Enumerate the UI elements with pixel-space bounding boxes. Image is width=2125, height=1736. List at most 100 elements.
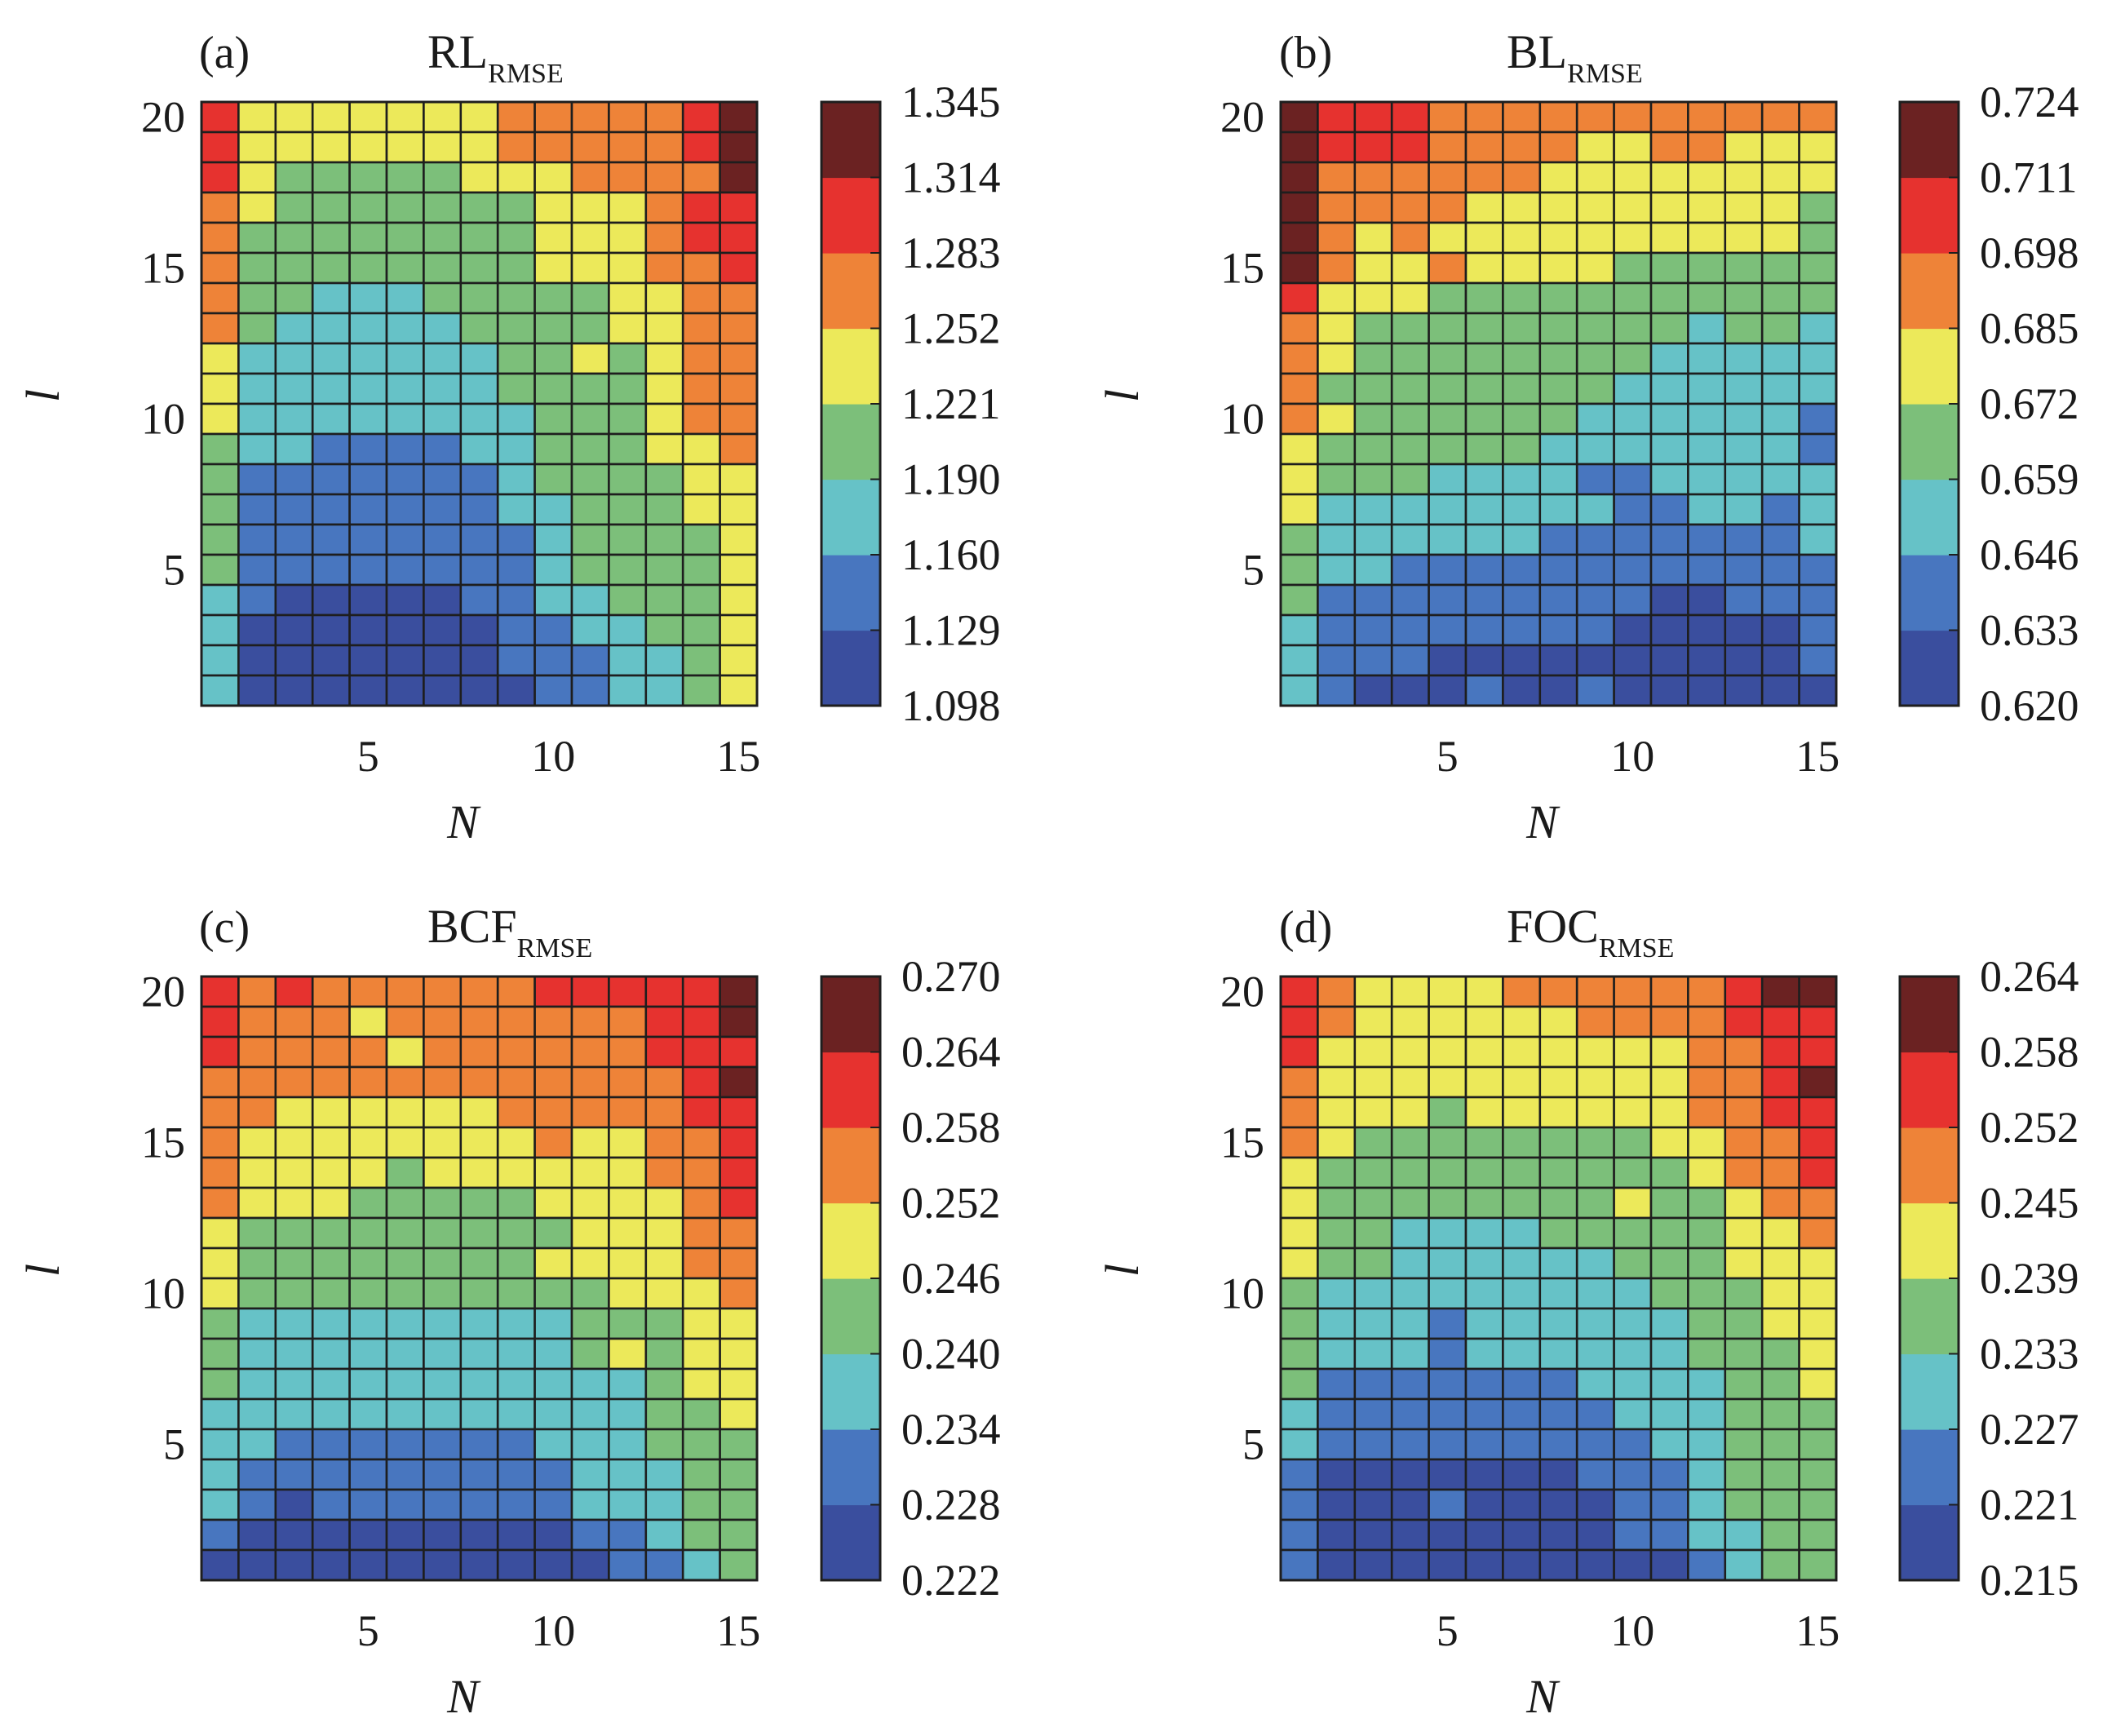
heatmap-cell — [644, 312, 684, 345]
heatmap-cell — [274, 281, 314, 315]
heatmap-cell — [1724, 674, 1764, 707]
heatmap-cell — [1760, 644, 1800, 677]
heatmap-cell — [1390, 100, 1430, 134]
heatmap-cell — [608, 402, 648, 436]
heatmap-cell — [644, 251, 684, 285]
heatmap-cell — [496, 131, 536, 164]
heatmap-cell — [681, 1337, 721, 1371]
heatmap-cell — [1279, 1518, 1319, 1552]
heatmap-cell — [681, 1428, 721, 1461]
colorbar-segment — [1900, 102, 1959, 179]
colorbar-tick-label: 0.227 — [1980, 1405, 2079, 1454]
heatmap-cell — [570, 312, 610, 345]
heatmap-cell — [608, 644, 648, 677]
heatmap-cell — [1760, 1065, 1800, 1099]
heatmap-cell — [459, 1397, 499, 1431]
heatmap-cell — [311, 1005, 351, 1038]
heatmap-cell — [311, 1518, 351, 1552]
y-tick-label: 5 — [163, 1420, 185, 1469]
heatmap-cell — [385, 161, 425, 194]
heatmap-cell — [570, 221, 610, 255]
heatmap-cell — [348, 1035, 388, 1069]
heatmap-cell — [1724, 644, 1764, 677]
heatmap-cell — [1575, 342, 1615, 375]
heatmap-cell — [1760, 1518, 1800, 1552]
heatmap-cell — [1538, 1156, 1578, 1189]
title-text: BCF — [427, 900, 517, 953]
heatmap-cell — [1724, 1458, 1764, 1491]
heatmap-cell — [1428, 432, 1468, 466]
heatmap-cell — [1538, 342, 1578, 375]
heatmap-cell — [1724, 463, 1764, 496]
heatmap-cell — [1502, 1216, 1542, 1250]
heatmap-cell — [459, 1005, 499, 1038]
heatmap-cell — [274, 342, 314, 375]
heatmap-cell — [719, 1307, 759, 1340]
heatmap-cell — [1613, 1518, 1653, 1552]
heatmap-cell — [1538, 432, 1578, 466]
heatmap-cell — [644, 493, 684, 526]
heatmap-cell — [274, 644, 314, 677]
heatmap-cell — [681, 131, 721, 164]
heatmap-cell — [1649, 372, 1689, 405]
heatmap-cell — [1428, 553, 1468, 587]
heatmap-cell — [1502, 613, 1542, 647]
heatmap-cell — [1428, 1397, 1468, 1431]
heatmap-cell — [348, 1065, 388, 1099]
colorbar-segment — [1900, 479, 1959, 556]
heatmap-cell — [1538, 1518, 1578, 1552]
heatmap-cell — [237, 1277, 277, 1310]
heatmap-cell — [1317, 975, 1357, 1008]
heatmap-cell — [570, 1126, 610, 1159]
heatmap-cell — [1317, 1548, 1357, 1582]
heatmap-cell — [1724, 1428, 1764, 1461]
heatmap-cell — [1279, 161, 1319, 194]
heatmap-cell — [311, 1337, 351, 1371]
heatmap-cell — [1464, 312, 1504, 345]
x-tick-label: 10 — [531, 1606, 575, 1655]
heatmap-cell — [1353, 251, 1393, 285]
heatmap-cell — [1428, 463, 1468, 496]
colorbar-segment — [821, 1052, 880, 1128]
colorbar-segment — [821, 1202, 880, 1279]
heatmap-cell — [200, 1156, 240, 1189]
heatmap-cell — [459, 1096, 499, 1129]
heatmap-cell — [1502, 432, 1542, 466]
heatmap-cell — [1538, 1277, 1578, 1310]
heatmap-cell — [1613, 1488, 1653, 1521]
colorbar-tick-label: 1.345 — [901, 78, 1001, 126]
heatmap-cell — [200, 1548, 240, 1582]
heatmap-cell — [311, 1126, 351, 1159]
heatmap-cell — [348, 1156, 388, 1189]
heatmap-cell — [644, 1247, 684, 1280]
heatmap-cell — [348, 402, 388, 436]
heatmap-cell — [608, 613, 648, 647]
heatmap-cell — [1687, 342, 1727, 375]
heatmap-cell — [608, 312, 648, 345]
heatmap-cell — [1724, 1035, 1764, 1069]
heatmap-cell — [1464, 372, 1504, 405]
heatmap-cell — [1353, 1428, 1393, 1461]
heatmap-cell — [570, 1096, 610, 1129]
x-tick-label: 5 — [1437, 1606, 1459, 1655]
heatmap-cell — [311, 1488, 351, 1521]
heatmap-cell — [1353, 1277, 1393, 1310]
heatmap-cell — [681, 644, 721, 677]
heatmap-cell — [644, 191, 684, 224]
heatmap-cell — [1575, 1367, 1615, 1401]
heatmap-cell — [1798, 312, 1838, 345]
heatmap-cell — [570, 131, 610, 164]
heatmap-cell — [1502, 1005, 1542, 1038]
heatmap-cell — [608, 372, 648, 405]
heatmap-cell — [200, 1367, 240, 1401]
heatmap-cell — [1428, 131, 1468, 164]
heatmap-cell — [459, 1488, 499, 1521]
heatmap-cell — [1353, 1367, 1393, 1401]
heatmap-cell — [1798, 402, 1838, 436]
heatmap-cell — [1353, 975, 1393, 1008]
heatmap-cell — [570, 975, 610, 1008]
heatmap-cell — [1687, 1367, 1727, 1401]
colorbar-segment — [821, 1127, 880, 1204]
heatmap-cell — [1724, 1367, 1764, 1401]
colorbar-tick-label: 0.215 — [1980, 1556, 2079, 1605]
